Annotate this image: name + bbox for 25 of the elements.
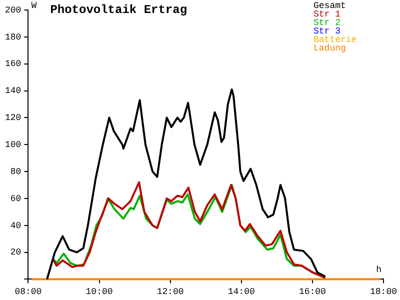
- y-tick-label: 80: [10, 166, 22, 177]
- x-tick-label: 18:00: [370, 286, 398, 297]
- x-tick-label: 12:00: [156, 286, 184, 297]
- text: Ladung: [314, 43, 346, 54]
- text: Gesamt: [314, 0, 346, 11]
- y-axis-title: W: [31, 0, 38, 11]
- x-axis-title: h: [376, 265, 382, 276]
- y-tick-label: 20: [10, 248, 22, 258]
- text: Str 2: [314, 18, 341, 28]
- y-tick-label: 140: [5, 86, 22, 96]
- y-tick-label: 180: [5, 32, 22, 42]
- x-tick-label: 08:00: [14, 286, 42, 297]
- chart-title: Photovoltaik Ertrag: [50, 3, 188, 18]
- x-tick-label: 14:00: [228, 286, 255, 297]
- y-tick-label: 60: [10, 194, 22, 204]
- y-tick-label: 40: [10, 220, 22, 231]
- x-tick-label: 16:00: [298, 286, 326, 297]
- y-tick-label: 100: [5, 140, 22, 150]
- legend-label: Batterie: [314, 34, 357, 45]
- y-tick-label: 200: [5, 5, 22, 16]
- y-tick-label: 120: [5, 113, 22, 124]
- y-tick-label: 160: [5, 59, 22, 70]
- x-tick-label: 10:00: [86, 286, 113, 297]
- text: Str 1: [314, 9, 341, 20]
- legend-label: Str 3: [314, 26, 341, 36]
